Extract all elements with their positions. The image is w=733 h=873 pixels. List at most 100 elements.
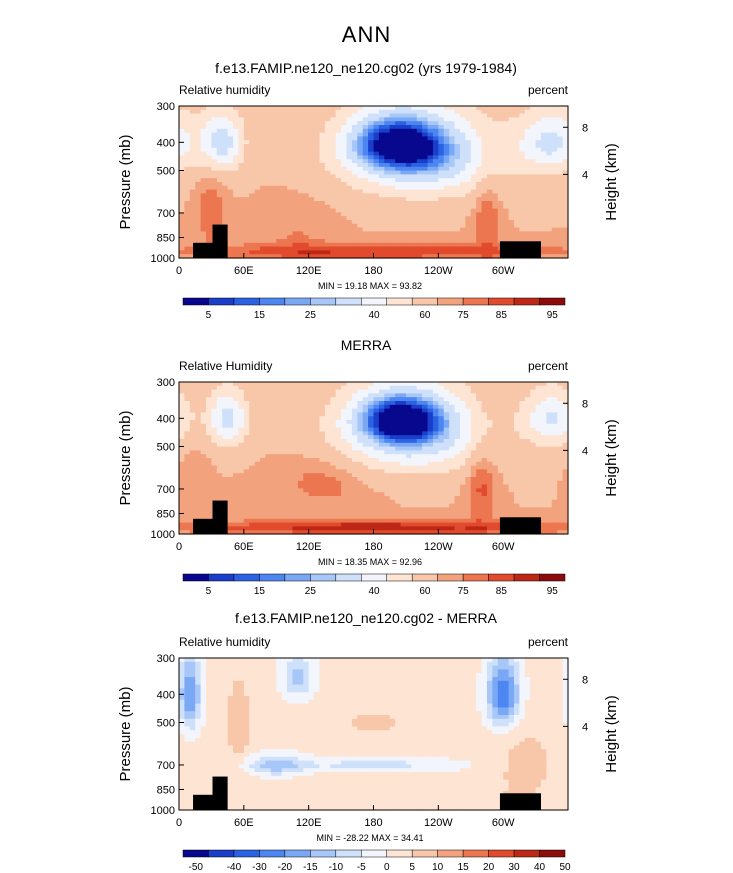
field-cell xyxy=(389,469,396,474)
field-cell xyxy=(449,144,456,149)
field-cell xyxy=(405,227,412,232)
field-cell xyxy=(443,189,450,194)
field-cell xyxy=(459,442,466,448)
field-cell xyxy=(238,208,245,213)
field-cell xyxy=(324,488,331,493)
field-cell xyxy=(486,189,493,194)
field-cell xyxy=(503,121,510,126)
field-cell xyxy=(335,140,342,145)
field-cell xyxy=(400,408,407,413)
field-cell xyxy=(324,427,331,432)
field-cell xyxy=(395,454,402,459)
field-cell xyxy=(438,254,445,259)
field-cell xyxy=(362,117,369,122)
field-cell xyxy=(503,166,510,172)
field-cell xyxy=(405,250,412,255)
field-cell xyxy=(308,128,315,134)
field-cell xyxy=(438,435,445,440)
field-cell xyxy=(351,450,358,455)
field-cell xyxy=(368,461,375,467)
field-cell xyxy=(432,197,439,202)
field-cell xyxy=(287,216,294,221)
field-cell xyxy=(519,231,526,236)
field-cell xyxy=(195,465,202,470)
field-cell xyxy=(341,106,348,111)
field-cell xyxy=(373,185,380,191)
field-cell xyxy=(519,227,526,232)
field-cell xyxy=(200,401,207,406)
field-cell xyxy=(459,113,466,118)
field-cell xyxy=(389,201,396,206)
field-cell xyxy=(335,223,342,229)
field-cell xyxy=(470,136,477,141)
field-cell xyxy=(405,216,412,221)
field-cell xyxy=(179,117,186,122)
field-cell xyxy=(335,193,342,198)
field-cell xyxy=(427,412,434,417)
field-cell xyxy=(519,469,526,474)
field-cell xyxy=(243,208,250,213)
field-cell xyxy=(519,427,526,432)
field-cell xyxy=(411,166,418,172)
field-cell xyxy=(438,231,445,236)
field-cell xyxy=(432,231,439,236)
field-cell xyxy=(324,220,331,225)
field-cell xyxy=(276,242,283,248)
field-cell xyxy=(357,408,364,413)
field-cell xyxy=(233,227,240,232)
field-cell xyxy=(492,454,499,459)
colorbar-label: 60 xyxy=(419,310,431,321)
field-cell xyxy=(481,401,488,406)
field-cell xyxy=(233,401,240,406)
field-cell xyxy=(492,147,499,153)
field-cell xyxy=(260,140,267,145)
field-cell xyxy=(184,208,191,213)
field-cell xyxy=(297,465,304,470)
field-cell xyxy=(519,208,526,213)
field-cell xyxy=(454,163,461,168)
field-cell xyxy=(206,178,213,183)
field-cell xyxy=(211,140,218,145)
field-cell xyxy=(530,416,537,421)
field-cell xyxy=(249,473,256,478)
field-cell xyxy=(465,246,472,251)
field-cell xyxy=(200,212,207,217)
field-cell xyxy=(324,254,331,259)
field-cell xyxy=(341,446,348,451)
field-cell xyxy=(292,242,299,248)
field-cell xyxy=(341,416,348,421)
field-cell xyxy=(416,204,423,210)
field-cell xyxy=(222,442,229,448)
field-cell xyxy=(540,254,547,259)
field-cell xyxy=(454,170,461,175)
field-cell xyxy=(459,416,466,421)
field-cell xyxy=(330,231,337,236)
field-cell xyxy=(368,242,375,248)
field-cell xyxy=(319,408,326,413)
field-cell xyxy=(411,223,418,229)
field-cell xyxy=(297,189,304,194)
field-cell xyxy=(513,189,520,194)
field-cell xyxy=(330,442,337,448)
field-cell xyxy=(335,242,342,248)
field-cell xyxy=(443,469,450,474)
field-cell xyxy=(411,431,418,436)
field-cell xyxy=(368,469,375,474)
field-cell xyxy=(227,170,234,175)
field-cell xyxy=(465,197,472,202)
field-cell xyxy=(260,117,267,122)
field-cell xyxy=(179,231,186,236)
field-cell xyxy=(530,144,537,149)
field-cell xyxy=(265,140,272,145)
field-cell xyxy=(319,159,326,164)
field-cell xyxy=(265,163,272,168)
field-cell xyxy=(314,480,321,486)
field-cell xyxy=(287,239,294,244)
field-cell xyxy=(551,136,558,141)
field-cell xyxy=(292,227,299,232)
field-cell xyxy=(405,412,412,417)
field-cell xyxy=(189,412,196,417)
field-cell xyxy=(546,382,553,387)
field-cell xyxy=(416,469,423,474)
field-cell xyxy=(524,401,531,406)
